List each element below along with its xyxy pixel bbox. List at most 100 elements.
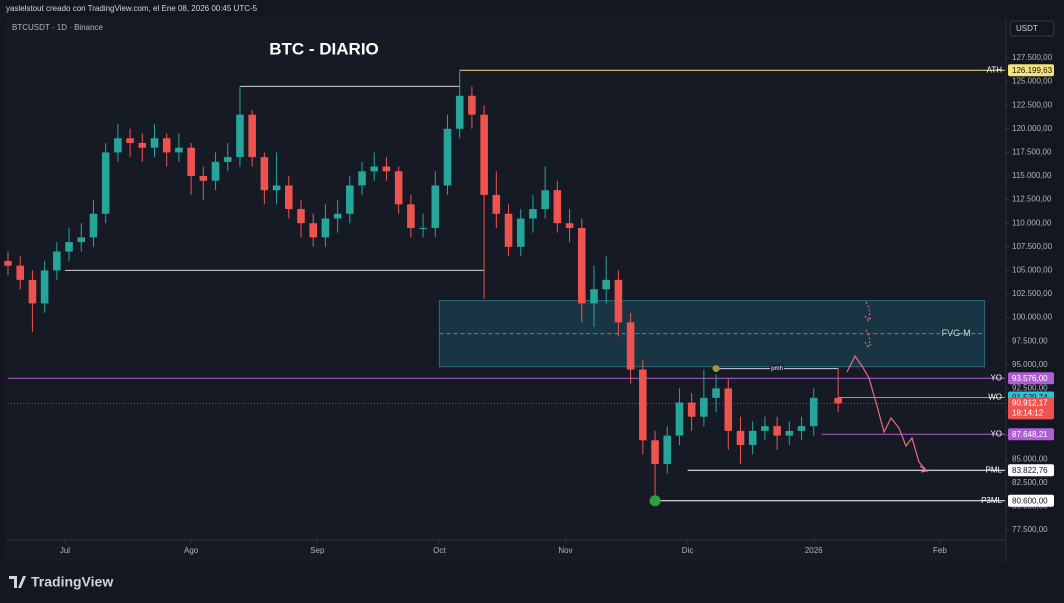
candle-body bbox=[529, 209, 537, 219]
x-tick-label: Sep bbox=[310, 546, 325, 555]
candle-body bbox=[175, 147, 183, 153]
candle-body bbox=[407, 204, 415, 228]
level-box bbox=[1008, 372, 1054, 385]
candle-body bbox=[394, 171, 403, 205]
x-tick-label: Ago bbox=[184, 546, 199, 555]
level-name: WO bbox=[988, 393, 1002, 402]
y-tick-label: 125.000,00 bbox=[1012, 77, 1053, 86]
y-tick-label: 100.000,00 bbox=[1012, 313, 1053, 322]
candle-body bbox=[28, 279, 37, 304]
candle-body bbox=[651, 440, 659, 464]
currency-box[interactable] bbox=[1009, 20, 1055, 37]
projection-arrowhead bbox=[919, 465, 929, 473]
candle-body bbox=[138, 142, 147, 148]
y-tick-label: 105.000,00 bbox=[1012, 266, 1053, 275]
candle-body bbox=[150, 138, 159, 148]
symbol: BTCUSDT · 1D · Binance bbox=[12, 23, 104, 32]
candle-body bbox=[516, 218, 525, 247]
candle-body bbox=[639, 369, 647, 441]
candle-body bbox=[675, 402, 684, 436]
last-price-label: 90.912,17 bbox=[1012, 399, 1048, 408]
candle-body bbox=[89, 213, 98, 238]
y-tick-label: 77.500,00 bbox=[1012, 525, 1048, 534]
y-tick-label: 127.500,00 bbox=[1012, 53, 1053, 62]
candle-body bbox=[809, 397, 818, 427]
candle-body bbox=[468, 95, 476, 115]
countdown: 18:14:12 bbox=[1012, 409, 1044, 418]
y-tick-label: 97.500,00 bbox=[1012, 336, 1048, 345]
x-tick-label: Jul bbox=[60, 546, 70, 555]
y-tick-label: 110.000,00 bbox=[1012, 218, 1052, 227]
candle-body bbox=[504, 213, 513, 247]
last-price-box bbox=[1008, 397, 1054, 420]
projection-path bbox=[846, 354, 927, 471]
plot-area bbox=[6, 18, 1006, 562]
candle-body bbox=[577, 227, 586, 304]
level-name: YO bbox=[990, 429, 1002, 438]
x-tick-label: 2026 bbox=[805, 546, 823, 555]
y-tick-label: 117.500,00 bbox=[1012, 148, 1052, 157]
candle-body bbox=[382, 166, 391, 172]
candle-body bbox=[236, 114, 244, 158]
fvg-label: FVG-M bbox=[942, 328, 971, 338]
candle-body bbox=[370, 166, 379, 172]
candle-body bbox=[199, 176, 208, 181]
y-tick-label: 82.500,00 bbox=[1012, 478, 1048, 487]
candle-body bbox=[16, 265, 24, 280]
y-tick-label: 112.500,00 bbox=[1012, 195, 1052, 204]
level-price: 83.822,76 bbox=[1012, 466, 1048, 475]
candle-body bbox=[663, 435, 672, 464]
candle-body bbox=[285, 185, 293, 210]
y-tick-label: 115.000,00 bbox=[1012, 171, 1052, 180]
brand: TradingView bbox=[31, 574, 113, 590]
candle-body bbox=[358, 171, 366, 186]
candle-body bbox=[248, 114, 256, 158]
candle-body bbox=[565, 223, 574, 228]
level-name: ATH bbox=[987, 65, 1003, 74]
pmh-dot bbox=[712, 365, 720, 373]
candle-body bbox=[748, 430, 757, 446]
candle-body bbox=[211, 161, 220, 181]
level-price: 93.576,00 bbox=[1012, 374, 1048, 383]
candle-body bbox=[162, 138, 171, 153]
candle-body bbox=[309, 223, 317, 238]
x-tick-label: Dic bbox=[682, 546, 694, 555]
level-name: PML bbox=[986, 465, 1003, 474]
candle-body bbox=[687, 402, 696, 417]
y-tick-label: 92.500,00 bbox=[1012, 384, 1048, 393]
level-box bbox=[1008, 494, 1054, 507]
candle-body bbox=[700, 397, 708, 417]
candle-body bbox=[541, 190, 549, 210]
candle-body bbox=[553, 190, 562, 224]
candle-body bbox=[724, 388, 733, 431]
candle-body bbox=[101, 152, 110, 214]
candle-body bbox=[480, 114, 488, 195]
candle-body bbox=[126, 138, 134, 143]
y-tick-label: 95.000,00 bbox=[1012, 360, 1048, 369]
level-price: 80.600,00 bbox=[1012, 496, 1048, 505]
candle-body bbox=[321, 218, 330, 238]
chart-title: BTC - DIARIO bbox=[269, 39, 379, 58]
candle-body bbox=[65, 242, 73, 252]
candle-body bbox=[443, 128, 452, 186]
candle-body bbox=[77, 237, 86, 243]
candle-body bbox=[455, 95, 464, 129]
candle-body bbox=[712, 388, 720, 398]
low-dot bbox=[649, 495, 661, 507]
candle-body bbox=[419, 227, 427, 229]
candle-body bbox=[346, 185, 354, 214]
footer bbox=[0, 562, 1064, 603]
candle-body bbox=[260, 157, 269, 191]
candle-body bbox=[333, 213, 342, 219]
candle-body bbox=[736, 430, 745, 446]
candle-body bbox=[53, 251, 61, 271]
level-price: 87.648,21 bbox=[1012, 430, 1048, 439]
candle-body bbox=[614, 279, 623, 323]
pmh-label: pmh bbox=[771, 366, 783, 372]
candle-body bbox=[590, 289, 598, 304]
level-name: P3ML bbox=[981, 496, 1002, 505]
candle-body bbox=[773, 426, 781, 436]
candle-body bbox=[834, 397, 842, 404]
